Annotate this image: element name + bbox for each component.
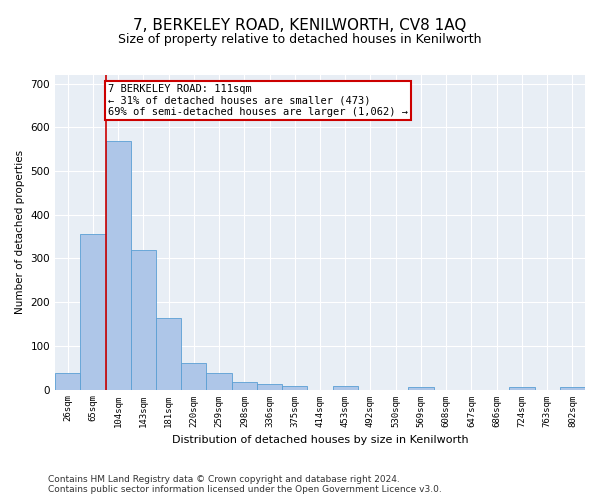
- Bar: [409, 388, 434, 390]
- X-axis label: Distribution of detached houses by size in Kenilworth: Distribution of detached houses by size …: [172, 435, 469, 445]
- Bar: [206, 373, 232, 390]
- Text: 7 BERKELEY ROAD: 111sqm
← 31% of detached houses are smaller (473)
69% of semi-d: 7 BERKELEY ROAD: 111sqm ← 31% of detache…: [108, 84, 408, 117]
- Bar: [509, 388, 535, 390]
- Bar: [55, 373, 80, 390]
- Bar: [232, 382, 257, 390]
- Bar: [80, 234, 106, 390]
- Bar: [181, 364, 206, 390]
- Text: Contains public sector information licensed under the Open Government Licence v3: Contains public sector information licen…: [48, 485, 442, 494]
- Bar: [106, 140, 131, 390]
- Bar: [332, 386, 358, 390]
- Bar: [131, 250, 156, 390]
- Text: Contains HM Land Registry data © Crown copyright and database right 2024.: Contains HM Land Registry data © Crown c…: [48, 475, 400, 484]
- Bar: [282, 386, 307, 390]
- Text: 7, BERKELEY ROAD, KENILWORTH, CV8 1AQ: 7, BERKELEY ROAD, KENILWORTH, CV8 1AQ: [133, 18, 467, 32]
- Text: Size of property relative to detached houses in Kenilworth: Size of property relative to detached ho…: [118, 32, 482, 46]
- Y-axis label: Number of detached properties: Number of detached properties: [15, 150, 25, 314]
- Bar: [560, 388, 585, 390]
- Bar: [257, 384, 282, 390]
- Bar: [156, 318, 181, 390]
